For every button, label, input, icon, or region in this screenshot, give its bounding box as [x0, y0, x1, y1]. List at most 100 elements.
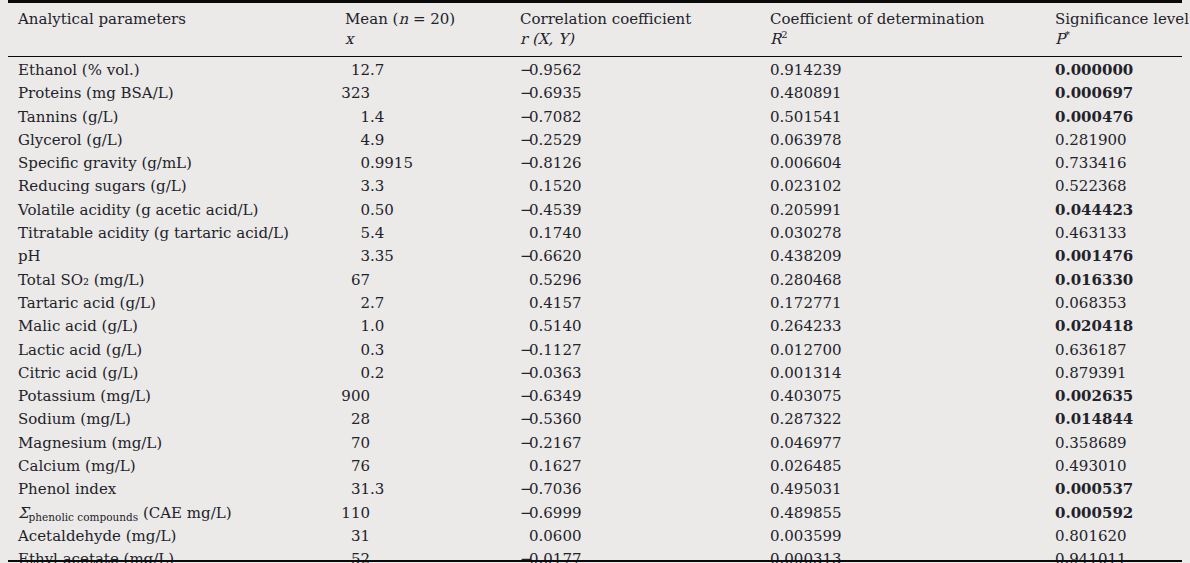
correlation-table: Analytical parameters Mean (n = 20) x Co…	[8, 0, 1182, 563]
table-row: Titratable acidity (g tartaric acid/L) 5…	[8, 224, 1182, 247]
r2-cell: 0.030278	[770, 224, 1055, 247]
r2-cell: 0.480891	[770, 84, 1055, 107]
param-label: Ethanol (% vol.)	[18, 61, 140, 79]
param-label: Reducing sugars (g/L)	[18, 177, 187, 195]
p-cell: 0.014844	[1055, 410, 1182, 433]
param-label: Acetaldehyde (mg/L)	[18, 527, 176, 545]
table-row: Calcium (mg/L) 76 0.1627 0.026485 0.4930…	[8, 457, 1182, 480]
header-mean: Mean (n = 20) x	[340, 2, 520, 57]
r-cell: −0.6620	[520, 247, 770, 270]
mean-cell: 28	[340, 410, 520, 433]
table-header: Analytical parameters Mean (n = 20) x Co…	[8, 2, 1182, 57]
mean-cell: 2.7	[340, 294, 520, 317]
r2-cell: 0.063978	[770, 131, 1055, 154]
r-cell: −0.9562	[520, 57, 770, 85]
r2-cell: 0.489855	[770, 504, 1055, 527]
table-row: Tartaric acid (g/L) 2.7 0.4157 0.172771 …	[8, 294, 1182, 317]
header-coefficient-of-determination: Coefficient of determination R2	[770, 2, 1055, 57]
r-cell: −0.6999	[520, 504, 770, 527]
r-cell: −0.2529	[520, 131, 770, 154]
r2-cell: 0.914239	[770, 57, 1055, 85]
mean-cell: 900	[340, 387, 520, 410]
p-cell: 0.016330	[1055, 271, 1182, 294]
table-row: Sodium (mg/L) 28 −0.5360 0.287322 0.0148…	[8, 410, 1182, 433]
r2-cell: 0.287322	[770, 410, 1055, 433]
r2-cell: 0.264233	[770, 317, 1055, 340]
r-cell: −0.1127	[520, 341, 770, 364]
header-label: Mean (n = 20)	[345, 10, 455, 28]
param-label: Phenol index	[18, 480, 116, 498]
param-cell: Tannins (g/L)	[8, 108, 340, 131]
param-cell: Citric acid (g/L)	[8, 364, 340, 387]
r-cell: 0.5140	[520, 317, 770, 340]
p-cell: 0.000537	[1055, 480, 1182, 503]
param-cell: Reducing sugars (g/L)	[8, 177, 340, 200]
r2-cell: 0.003599	[770, 527, 1055, 550]
header-row: Analytical parameters Mean (n = 20) x Co…	[8, 2, 1182, 57]
r-cell: −0.5360	[520, 410, 770, 433]
mean-cell: 0.3	[340, 341, 520, 364]
sigma-symbol: Σ	[18, 504, 29, 522]
mean-cell: 0.50	[340, 201, 520, 224]
p-cell: 0.044423	[1055, 201, 1182, 224]
param-label: Titratable acidity (g tartaric acid/L)	[18, 224, 289, 242]
table-row: Proteins (mg BSA/L) 323 −0.6935 0.480891…	[8, 84, 1182, 107]
mean-cell: 31	[340, 527, 520, 550]
r2-cell: 0.023102	[770, 177, 1055, 200]
mean-cell: 0.9915	[340, 154, 520, 177]
r2-cell: 0.172771	[770, 294, 1055, 317]
param-cell: Acetaldehyde (mg/L)	[8, 527, 340, 550]
r-cell: 0.0600	[520, 527, 770, 550]
param-cell: Specific gravity (g/mL)	[8, 154, 340, 177]
mean-cell: 12.7	[340, 57, 520, 85]
mean-cell: 1.0	[340, 317, 520, 340]
table-row: Specific gravity (g/mL) 0.9915 −0.8126 0…	[8, 154, 1182, 177]
p-cell: 0.001476	[1055, 247, 1182, 270]
table-row: Σphenolic compounds (CAE mg/L) 110 −0.69…	[8, 504, 1182, 527]
p-cell: 0.002635	[1055, 387, 1182, 410]
param-cell: Calcium (mg/L)	[8, 457, 340, 480]
r-cell: 0.1520	[520, 177, 770, 200]
param-cell: Titratable acidity (g tartaric acid/L)	[8, 224, 340, 247]
param-cell: Σphenolic compounds (CAE mg/L)	[8, 504, 340, 527]
param-cell: Ethanol (% vol.)	[8, 57, 340, 85]
param-label: Volatile acidity (g acetic acid/L)	[18, 201, 258, 219]
r2-cell: 0.403075	[770, 387, 1055, 410]
param-label: Magnesium (mg/L)	[18, 434, 162, 452]
table-row: Ethanol (% vol.) 12.7 −0.9562 0.914239 0…	[8, 57, 1182, 85]
r2-cell: 0.438209	[770, 247, 1055, 270]
mean-cell: 4.9	[340, 131, 520, 154]
mean-cell: 323	[340, 84, 520, 107]
p-cell: 0.000476	[1055, 108, 1182, 131]
r-cell: 0.4157	[520, 294, 770, 317]
param-label: (CAE mg/L)	[138, 504, 231, 522]
param-cell: Volatile acidity (g acetic acid/L)	[8, 201, 340, 224]
table-row: Reducing sugars (g/L) 3.3 0.1520 0.02310…	[8, 177, 1182, 200]
header-label: Significance level	[1055, 10, 1189, 28]
p-cell: 0.522368	[1055, 177, 1182, 200]
p-cell: 0.636187	[1055, 341, 1182, 364]
param-label: Tannins (g/L)	[18, 108, 118, 126]
param-cell: Glycerol (g/L)	[8, 131, 340, 154]
r-cell: −0.4539	[520, 201, 770, 224]
p-cell: 0.733416	[1055, 154, 1182, 177]
table-body: Ethanol (% vol.) 12.7 −0.9562 0.914239 0…	[8, 57, 1182, 563]
r-cell: −0.7036	[520, 480, 770, 503]
p-cell: 0.000697	[1055, 84, 1182, 107]
mean-cell: 5.4	[340, 224, 520, 247]
sigma-subscript: phenolic compounds	[29, 511, 139, 523]
mean-cell: 67	[340, 271, 520, 294]
header-label: Coefficient of determination	[770, 10, 984, 28]
param-label: Calcium (mg/L)	[18, 457, 136, 475]
mean-cell: 110	[340, 504, 520, 527]
param-label: Glycerol (g/L)	[18, 131, 123, 149]
r-cell: −0.6935	[520, 84, 770, 107]
param-label: Citric acid (g/L)	[18, 364, 138, 382]
param-cell: pH	[8, 247, 340, 270]
r2-cell: 0.205991	[770, 201, 1055, 224]
table-row: pH 3.35 −0.6620 0.438209 0.001476	[8, 247, 1182, 270]
table-row: Tannins (g/L) 1.4 −0.7082 0.501541 0.000…	[8, 108, 1182, 131]
param-label: Specific gravity (g/mL)	[18, 154, 192, 172]
param-cell: Lactic acid (g/L)	[8, 341, 340, 364]
r-cell: −0.0363	[520, 364, 770, 387]
